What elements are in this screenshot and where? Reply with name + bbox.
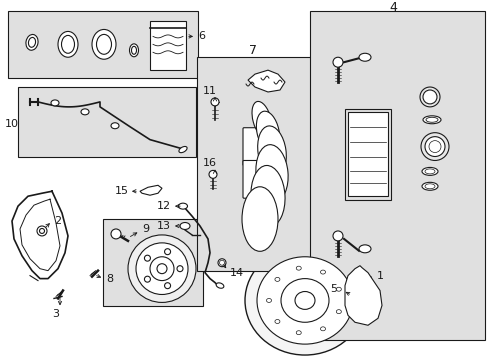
Ellipse shape [281,279,328,322]
Text: 14: 14 [229,267,244,278]
Ellipse shape [257,257,352,344]
Ellipse shape [424,169,434,174]
FancyBboxPatch shape [243,128,261,166]
Ellipse shape [96,35,111,54]
Circle shape [40,229,44,233]
Ellipse shape [274,278,279,282]
Bar [8,10,198,78]
Ellipse shape [28,37,36,47]
Ellipse shape [336,310,341,314]
Bar [197,57,361,271]
Ellipse shape [58,31,78,57]
Ellipse shape [332,231,342,241]
Ellipse shape [251,102,271,138]
Ellipse shape [332,57,342,67]
Ellipse shape [219,260,224,265]
Ellipse shape [111,123,119,129]
Ellipse shape [420,133,448,161]
Ellipse shape [129,44,138,57]
Text: 4: 4 [388,1,396,14]
Circle shape [144,255,150,261]
Text: 3: 3 [52,309,60,319]
Circle shape [136,243,187,294]
Ellipse shape [26,35,38,50]
Ellipse shape [210,98,219,106]
Bar [150,21,185,70]
Bar [18,87,196,157]
Circle shape [150,257,174,280]
Text: 6: 6 [198,31,204,41]
Ellipse shape [242,187,278,251]
Circle shape [111,229,121,239]
Text: 11: 11 [203,86,217,96]
Bar [103,219,203,306]
Ellipse shape [296,266,301,270]
Ellipse shape [218,259,225,267]
Circle shape [144,276,150,282]
Ellipse shape [320,327,325,331]
Polygon shape [345,266,381,325]
Ellipse shape [255,145,287,202]
Ellipse shape [428,141,440,153]
Circle shape [128,235,196,302]
Ellipse shape [250,166,285,227]
Ellipse shape [274,320,279,324]
Text: 15: 15 [115,186,129,196]
Ellipse shape [256,111,279,152]
Ellipse shape [358,245,370,253]
Ellipse shape [425,117,437,122]
Text: 12: 12 [157,201,171,211]
Text: 8: 8 [106,274,113,284]
Circle shape [37,226,47,236]
Ellipse shape [180,222,190,229]
Ellipse shape [266,298,271,302]
Ellipse shape [81,109,89,115]
Text: 2: 2 [54,216,61,226]
FancyBboxPatch shape [243,161,261,198]
Circle shape [177,266,183,272]
Ellipse shape [296,331,301,335]
Ellipse shape [422,116,440,124]
Text: 9: 9 [142,224,149,234]
Ellipse shape [421,182,437,190]
Bar [345,109,390,200]
Ellipse shape [421,167,437,175]
Ellipse shape [336,287,341,291]
Ellipse shape [294,292,314,309]
Ellipse shape [244,246,364,355]
Bar [347,112,387,196]
Ellipse shape [51,100,59,106]
Ellipse shape [178,203,187,209]
Text: 7: 7 [248,44,257,57]
Ellipse shape [216,283,224,288]
Text: 5: 5 [329,284,336,293]
Ellipse shape [419,87,439,107]
Ellipse shape [208,170,217,178]
Ellipse shape [422,90,436,104]
Ellipse shape [358,53,370,61]
Text: 1: 1 [376,271,383,281]
Polygon shape [140,185,162,195]
Text: 16: 16 [203,158,217,168]
Bar [309,10,484,340]
Circle shape [164,249,170,255]
Ellipse shape [92,30,116,59]
Circle shape [157,264,167,274]
Ellipse shape [424,184,434,189]
Ellipse shape [257,126,286,177]
Ellipse shape [424,137,444,157]
Ellipse shape [179,147,187,153]
Text: 13: 13 [157,221,171,231]
Text: 10: 10 [5,119,19,129]
Ellipse shape [131,46,136,54]
Circle shape [164,283,170,289]
Ellipse shape [320,270,325,274]
Polygon shape [247,70,285,92]
Ellipse shape [61,35,74,53]
